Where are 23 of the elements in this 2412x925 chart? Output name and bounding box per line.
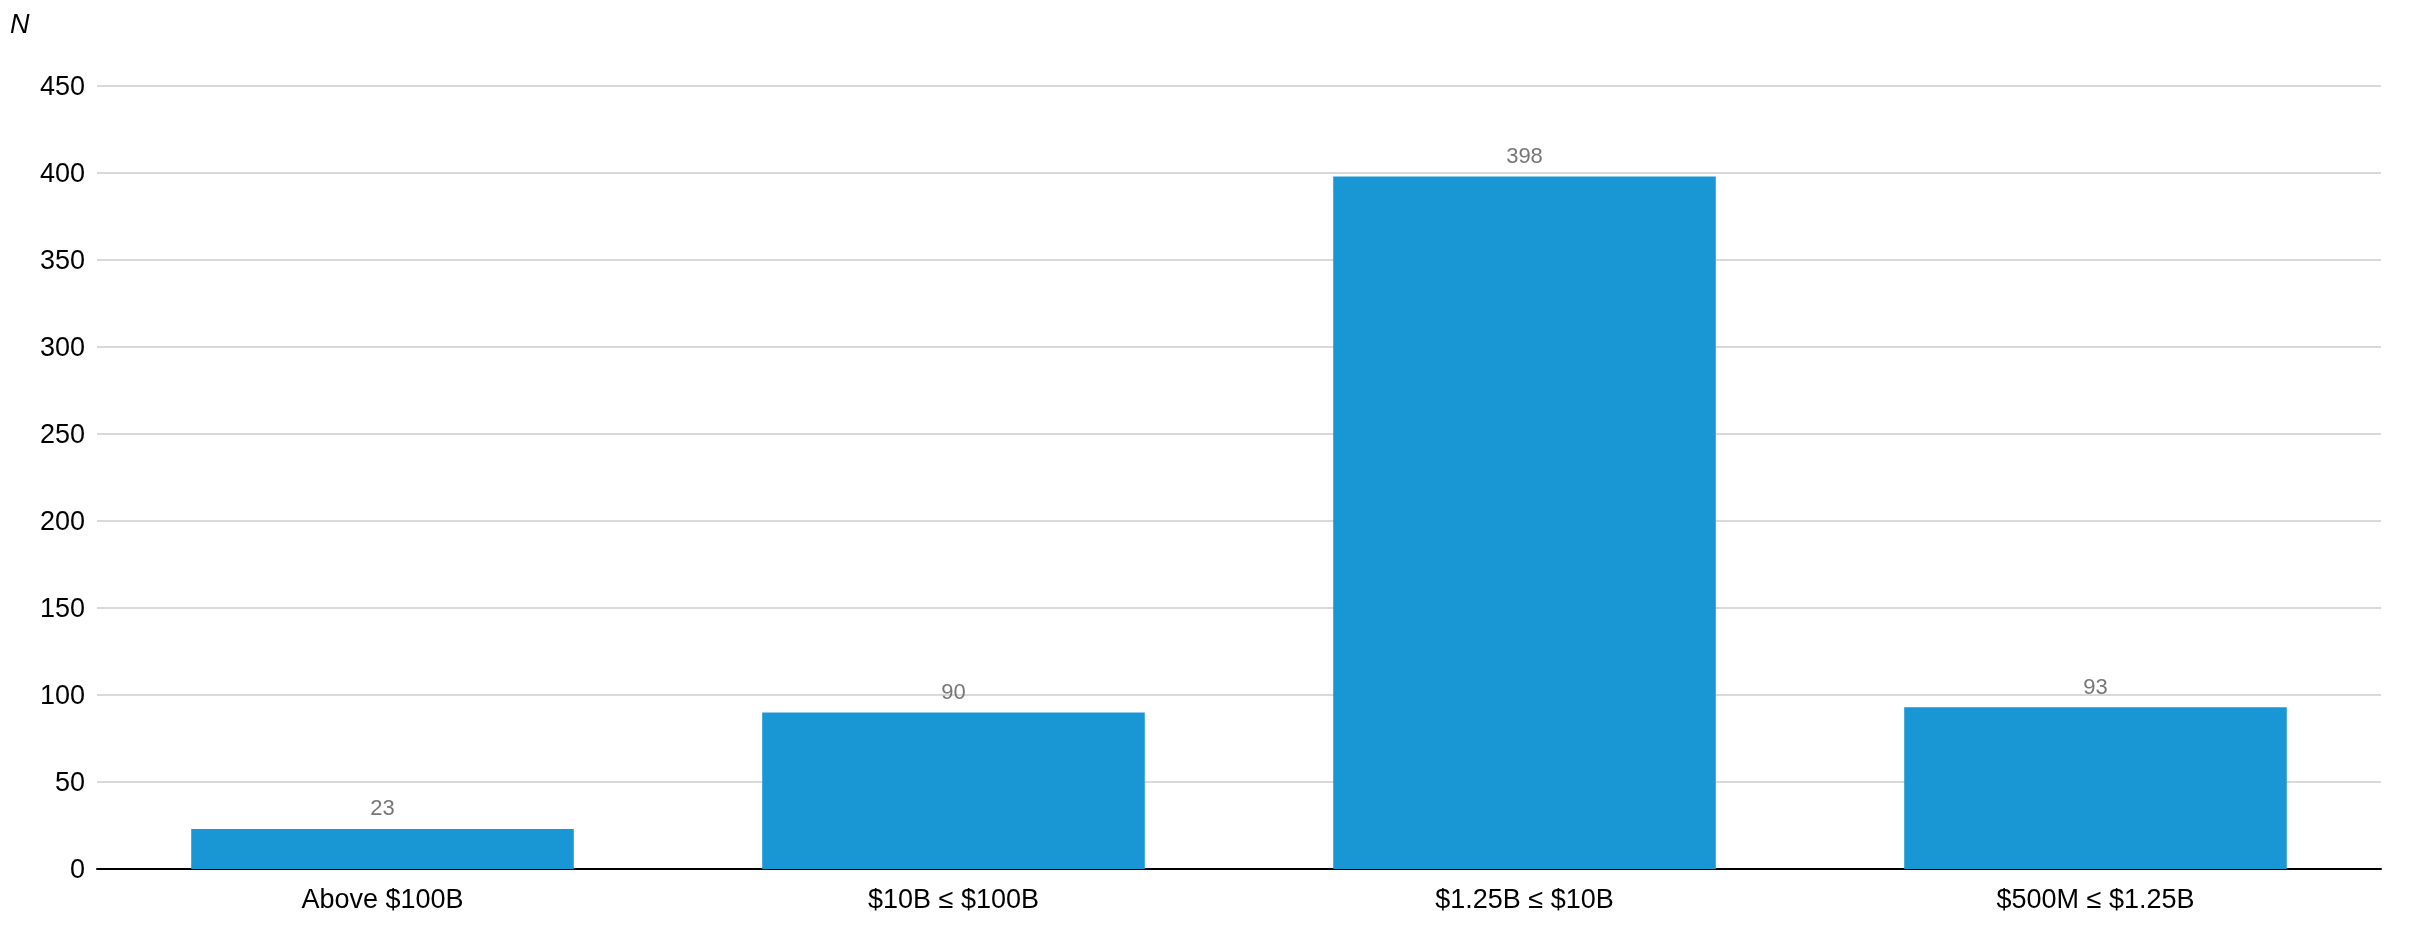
x-tick-label: $500M ≤ $1.25B bbox=[1996, 883, 2195, 914]
x-tick-label: $10B ≤ $100B bbox=[868, 883, 1039, 914]
y-tick-label: 300 bbox=[39, 332, 85, 362]
data-label: 90 bbox=[941, 678, 966, 704]
y-tick-label: 450 bbox=[39, 71, 85, 101]
y-tick-label: 200 bbox=[39, 506, 85, 536]
data-label: 23 bbox=[370, 795, 395, 821]
data-label: 398 bbox=[1506, 142, 1543, 168]
bar bbox=[1333, 176, 1716, 869]
y-tick-label: 100 bbox=[39, 680, 85, 710]
y-axis-title: N bbox=[10, 8, 30, 39]
y-tick-label: 350 bbox=[39, 245, 85, 275]
x-tick-label: Above $100B bbox=[301, 883, 464, 914]
data-label: 93 bbox=[2083, 673, 2108, 699]
bar bbox=[762, 712, 1145, 869]
bar bbox=[1904, 707, 2287, 869]
y-tick-label: 150 bbox=[39, 593, 85, 623]
y-tick-label: 0 bbox=[69, 854, 85, 884]
bar bbox=[191, 828, 574, 869]
x-tick-label: $1.25B ≤ $10B bbox=[1435, 883, 1614, 914]
y-tick-label: 250 bbox=[39, 419, 85, 449]
y-tick-label: 50 bbox=[54, 767, 85, 797]
y-tick-label: 400 bbox=[39, 158, 85, 188]
